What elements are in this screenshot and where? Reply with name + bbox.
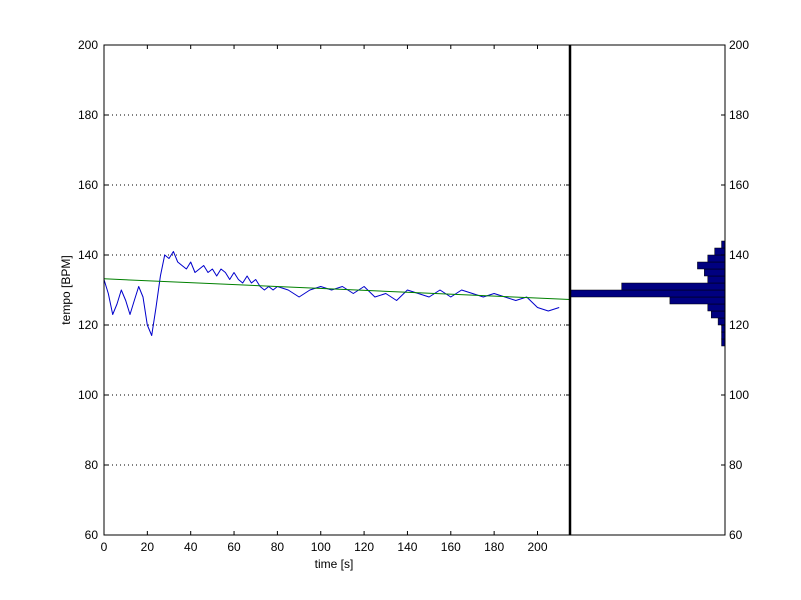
histogram-bar (707, 303, 726, 312)
histogram-y-tick-label: 180 (729, 108, 749, 122)
histogram-bar (717, 317, 726, 326)
tempo-plot-area (104, 45, 570, 535)
x-tick-label: 0 (101, 540, 108, 554)
x-tick-label: 160 (441, 540, 461, 554)
y-tick-label: 100 (78, 388, 98, 402)
tempo-series-line (103, 251, 560, 336)
histogram-y-tick-label: 100 (729, 388, 749, 402)
x-tick-label: 120 (354, 540, 374, 554)
histogram-bar (697, 261, 726, 270)
y-tick-label: 120 (78, 318, 98, 332)
histogram-ticks: 60 80 100 120 140 160 180 200 (721, 38, 749, 542)
horizontal-gridlines (104, 114, 570, 466)
histogram-y-tick-label: 140 (729, 248, 749, 262)
histogram-bars (569, 240, 726, 347)
y-tick-label: 200 (78, 38, 98, 52)
tempo-trend-line (103, 278, 571, 300)
x-tick-label: 100 (311, 540, 331, 554)
histogram-bar (707, 254, 726, 263)
y-tick-label: 180 (78, 108, 98, 122)
y-tick-label: 160 (78, 178, 98, 192)
histogram-bar (704, 268, 726, 277)
histogram-bar (721, 338, 726, 347)
histogram-bar (721, 240, 726, 249)
x-tick-label: 80 (271, 540, 285, 554)
y-tick-label: 80 (85, 458, 99, 472)
x-tick-label: 180 (484, 540, 504, 554)
histogram-bar (710, 310, 726, 319)
x-tick-label: 200 (527, 540, 547, 554)
y-axis-label: tempo [BPM] (59, 255, 73, 324)
x-tick-label: 140 (397, 540, 417, 554)
histogram-bar (669, 296, 726, 305)
histogram-bar (714, 247, 726, 256)
x-axis-label: time [s] (315, 557, 354, 571)
histogram-axes: 60 80 100 120 140 160 180 200 (568, 38, 749, 542)
histogram-y-tick-label: 80 (729, 458, 743, 472)
histogram-bar (721, 331, 726, 340)
histogram-y-tick-label: 160 (729, 178, 749, 192)
tempo-plot-ticks: 60 80 100 120 140 160 180 200 0 20 40 60 80 100 120 140… (78, 38, 570, 554)
histogram-bar (707, 275, 726, 284)
histogram-y-tick-label: 60 (729, 528, 743, 542)
tempo-series-layer (103, 251, 571, 336)
histogram-y-tick-label: 120 (729, 318, 749, 332)
histogram-bar (721, 324, 726, 333)
tempo-plot-axes: 60 80 100 120 140 160 180 200 0 20 40 60 80 100 120 140… (78, 38, 571, 554)
x-tick-label: 20 (141, 540, 155, 554)
histogram-bar (621, 282, 726, 291)
histogram-y-tick-label: 200 (729, 38, 749, 52)
y-tick-label: 140 (78, 248, 98, 262)
x-tick-label: 40 (184, 540, 198, 554)
x-tick-label: 60 (227, 540, 241, 554)
y-tick-label: 60 (85, 528, 99, 542)
histogram-bar (569, 289, 726, 298)
